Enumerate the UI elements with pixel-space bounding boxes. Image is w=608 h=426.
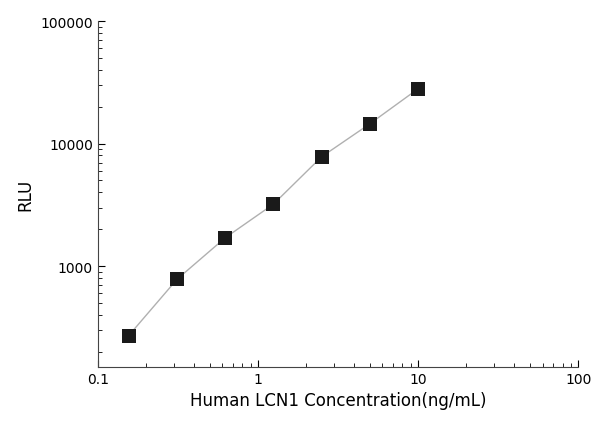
Point xyxy=(172,276,182,283)
Y-axis label: RLU: RLU xyxy=(16,178,35,211)
X-axis label: Human LCN1 Concentration(ng/mL): Human LCN1 Concentration(ng/mL) xyxy=(190,391,486,409)
Point xyxy=(365,121,375,128)
Point xyxy=(220,235,230,242)
Point xyxy=(124,332,134,339)
Point xyxy=(317,154,326,161)
Point xyxy=(269,201,278,208)
Point xyxy=(413,86,423,93)
